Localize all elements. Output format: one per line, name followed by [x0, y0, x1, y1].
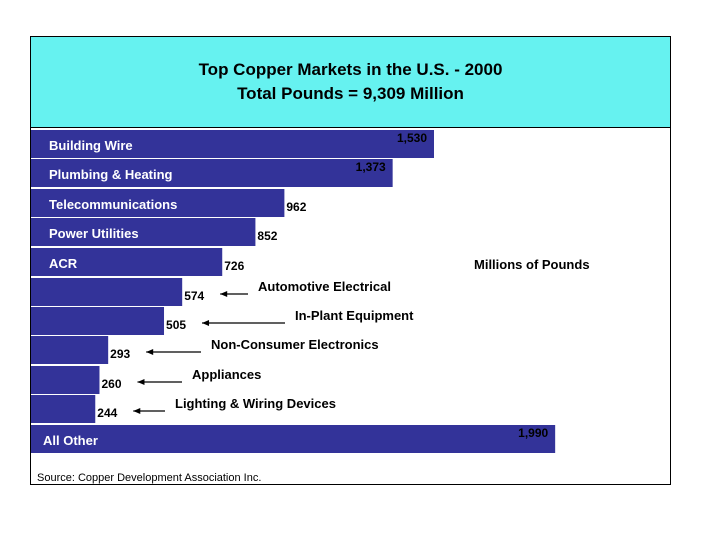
data-label: 1,530 [397, 131, 427, 145]
bar [31, 278, 183, 306]
bar [31, 189, 285, 217]
category-label: In-Plant Equipment [295, 308, 414, 323]
bar [31, 159, 393, 187]
chart-title: Top Copper Markets in the U.S. - 2000 [198, 60, 503, 79]
chart-header: Top Copper Markets in the U.S. - 2000 To… [31, 37, 670, 128]
bar [31, 395, 96, 423]
pointer-arrowhead [220, 291, 228, 297]
data-label: 1,990 [518, 426, 548, 440]
bar [31, 366, 100, 394]
data-label: 244 [97, 406, 117, 420]
data-label: 1,373 [356, 160, 386, 174]
data-label: 574 [184, 289, 204, 303]
data-label: 260 [101, 377, 121, 391]
pointer-arrowhead [137, 379, 145, 385]
bar [31, 130, 434, 158]
category-label: Plumbing & Heating [49, 167, 173, 182]
pointer-arrowhead [146, 349, 154, 355]
category-label: Building Wire [49, 138, 133, 153]
unit-label: Millions of Pounds [474, 257, 590, 272]
data-label: 852 [257, 229, 277, 243]
bar [31, 307, 165, 335]
category-label: Lighting & Wiring Devices [175, 396, 336, 411]
bar [31, 248, 223, 276]
pointer-arrowhead [133, 408, 141, 414]
data-label: 962 [286, 200, 306, 214]
data-label: 726 [224, 259, 244, 273]
category-label: All Other [43, 433, 98, 448]
category-label: Non-Consumer Electronics [211, 337, 379, 352]
category-label: Power Utilities [49, 226, 139, 241]
chart-subtitle: Total Pounds = 9,309 Million [237, 84, 464, 103]
category-label: Appliances [192, 367, 261, 382]
category-label: Automotive Electrical [258, 279, 391, 294]
pointer-arrowhead [202, 320, 210, 326]
category-label: ACR [49, 256, 78, 271]
bar [31, 425, 556, 453]
bar [31, 336, 109, 364]
data-label: 505 [166, 318, 186, 332]
bar [31, 218, 256, 246]
source-note: Source: Copper Development Association I… [37, 472, 262, 484]
category-label: Telecommunications [49, 197, 177, 212]
data-label: 293 [110, 347, 130, 361]
